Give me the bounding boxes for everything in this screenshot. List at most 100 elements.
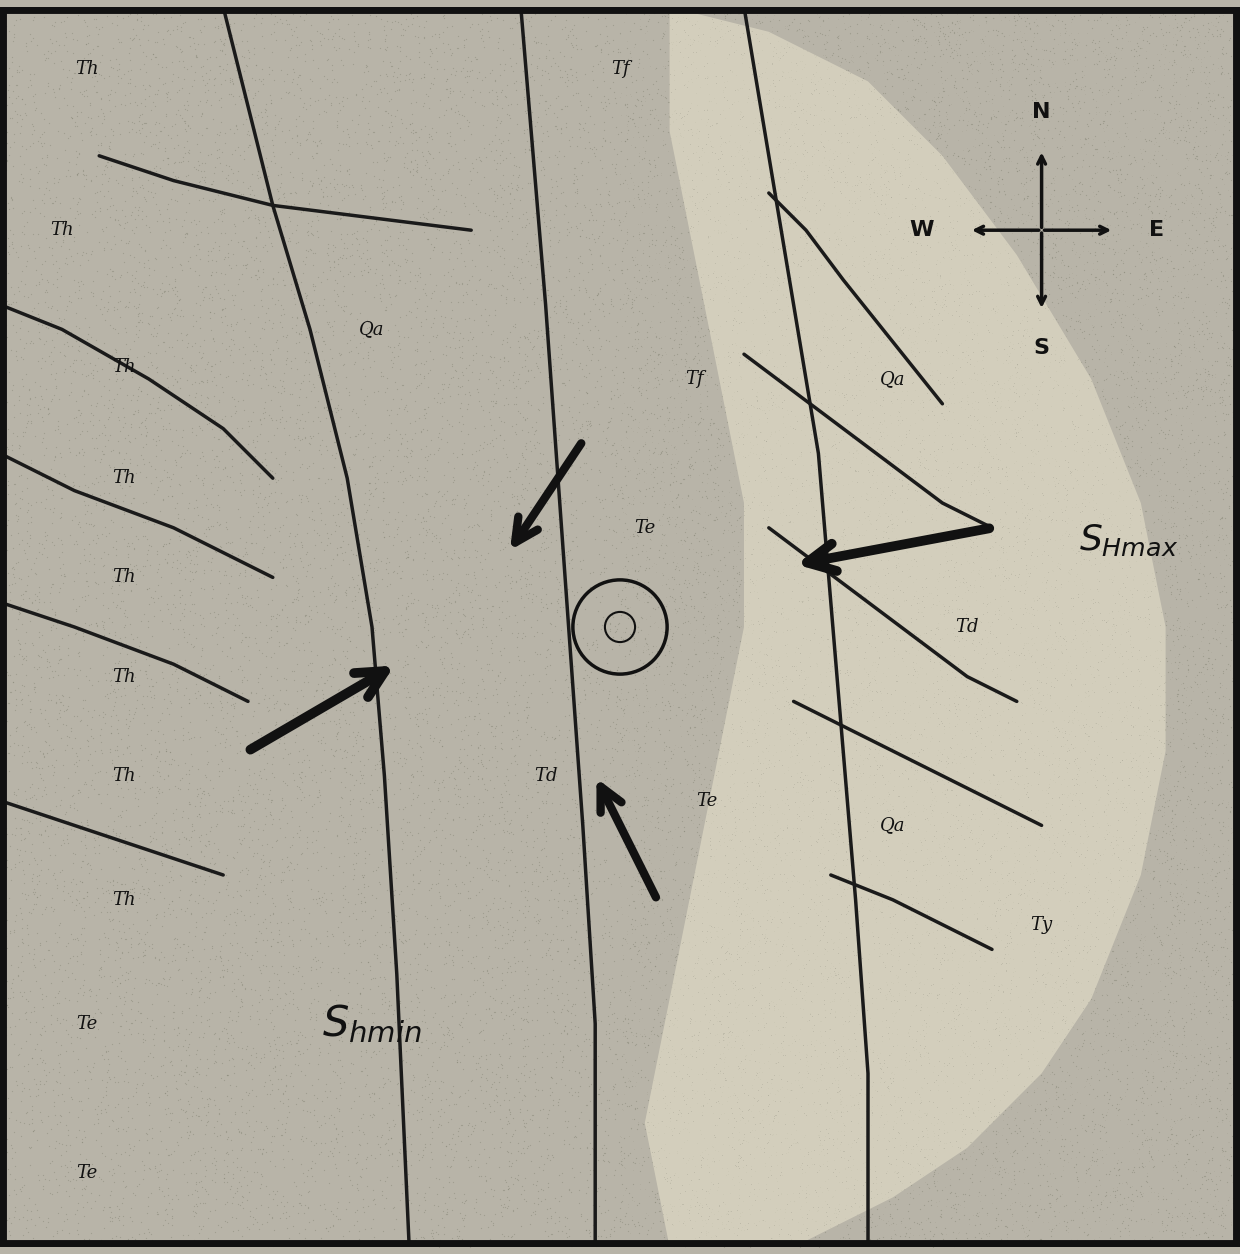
Point bbox=[682, 810, 702, 830]
Point bbox=[677, 1112, 697, 1132]
Point bbox=[596, 1051, 616, 1071]
Point bbox=[46, 251, 66, 271]
Point bbox=[630, 940, 650, 961]
Point bbox=[310, 621, 330, 641]
Point bbox=[828, 36, 848, 56]
Point bbox=[1112, 38, 1132, 58]
Point bbox=[898, 611, 918, 631]
Point bbox=[1058, 456, 1078, 477]
Point bbox=[1182, 589, 1202, 609]
Point bbox=[862, 815, 882, 835]
Point bbox=[697, 697, 717, 717]
Point bbox=[308, 90, 327, 110]
Point bbox=[1167, 1206, 1187, 1226]
Point bbox=[715, 281, 735, 301]
Point bbox=[712, 762, 732, 782]
Point bbox=[893, 1172, 913, 1193]
Point bbox=[286, 589, 306, 609]
Point bbox=[120, 454, 140, 474]
Point bbox=[905, 1031, 925, 1051]
Point bbox=[797, 1067, 817, 1087]
Point bbox=[805, 74, 825, 94]
Point bbox=[1138, 1190, 1158, 1210]
Point bbox=[277, 255, 296, 275]
Point bbox=[544, 551, 564, 571]
Point bbox=[1004, 1171, 1024, 1191]
Point bbox=[205, 853, 224, 873]
Point bbox=[2, 1139, 22, 1159]
Point bbox=[89, 1185, 109, 1205]
Point bbox=[81, 981, 100, 1001]
Point bbox=[1056, 973, 1076, 993]
Point bbox=[763, 856, 782, 877]
Point bbox=[511, 1020, 531, 1040]
Point bbox=[303, 243, 322, 263]
Point bbox=[848, 964, 868, 984]
Point bbox=[859, 1022, 879, 1042]
Point bbox=[365, 1105, 384, 1125]
Point bbox=[1195, 375, 1215, 395]
Point bbox=[526, 1063, 546, 1083]
Point bbox=[241, 744, 260, 764]
Point bbox=[944, 878, 963, 898]
Point bbox=[980, 1092, 999, 1112]
Point bbox=[918, 1043, 937, 1063]
Point bbox=[420, 78, 440, 98]
Point bbox=[135, 637, 155, 657]
Point bbox=[1001, 1099, 1021, 1119]
Point bbox=[790, 384, 810, 404]
Point bbox=[1112, 867, 1132, 887]
Point bbox=[409, 1150, 429, 1170]
Point bbox=[799, 944, 818, 964]
Point bbox=[330, 162, 350, 182]
Point bbox=[144, 484, 164, 504]
Point bbox=[217, 54, 237, 74]
Point bbox=[970, 164, 990, 184]
Point bbox=[512, 445, 532, 465]
Point bbox=[564, 885, 584, 905]
Point bbox=[1208, 426, 1228, 446]
Point bbox=[149, 782, 169, 803]
Point bbox=[358, 347, 378, 367]
Point bbox=[851, 1085, 870, 1105]
Point bbox=[102, 441, 122, 461]
Point bbox=[1002, 1008, 1022, 1028]
Point bbox=[15, 676, 35, 696]
Point bbox=[691, 1011, 711, 1031]
Point bbox=[5, 700, 25, 720]
Point bbox=[720, 505, 740, 525]
Point bbox=[742, 1075, 761, 1095]
Point bbox=[433, 549, 453, 569]
Point bbox=[91, 967, 110, 987]
Point bbox=[141, 403, 161, 423]
Point bbox=[1080, 376, 1100, 396]
Point bbox=[352, 712, 372, 732]
Point bbox=[1055, 631, 1075, 651]
Point bbox=[687, 1093, 707, 1114]
Point bbox=[1037, 872, 1056, 892]
Point bbox=[1182, 495, 1202, 515]
Point bbox=[1168, 258, 1188, 278]
Point bbox=[202, 287, 222, 307]
Point bbox=[182, 421, 202, 441]
Point bbox=[588, 1178, 608, 1198]
Point bbox=[753, 959, 773, 979]
Point bbox=[624, 735, 644, 755]
Point bbox=[1017, 914, 1037, 934]
Point bbox=[626, 685, 646, 705]
Point bbox=[1182, 545, 1202, 566]
Point bbox=[10, 898, 30, 918]
Point bbox=[985, 105, 1004, 125]
Point bbox=[812, 589, 832, 609]
Point bbox=[866, 912, 885, 932]
Point bbox=[954, 935, 973, 956]
Point bbox=[172, 78, 192, 98]
Point bbox=[782, 934, 802, 954]
Point bbox=[1027, 997, 1047, 1017]
Point bbox=[279, 120, 299, 140]
Point bbox=[771, 1161, 791, 1181]
Point bbox=[1145, 551, 1164, 571]
Point bbox=[181, 1087, 201, 1107]
Point bbox=[1105, 969, 1125, 989]
Point bbox=[124, 1136, 144, 1156]
